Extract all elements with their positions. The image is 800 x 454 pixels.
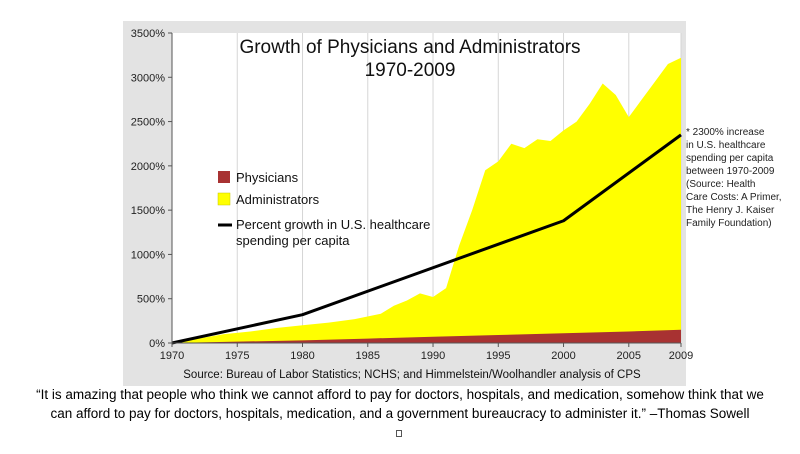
note-line: spending per capita (686, 153, 774, 164)
y-tick-label: 500% (137, 294, 165, 306)
y-tick-label: 2500% (131, 117, 165, 129)
x-tick-label: 2009 (669, 350, 693, 362)
note-line: (Source: Health (686, 179, 756, 190)
legend-label-physicians: Physicians (236, 170, 299, 185)
x-tick-label: 1975 (225, 350, 249, 362)
side-note: * 2300% increase in U.S. healthcare spen… (686, 126, 796, 230)
note-line: in U.S. healthcare (686, 140, 766, 151)
x-tick-label: 1990 (421, 350, 445, 362)
legend-label-administrators: Administrators (236, 192, 320, 207)
quote-line-2: can afford to pay for doctors, hospitals… (50, 406, 750, 421)
area-administrators (172, 57, 681, 344)
x-tick-label: 1995 (486, 350, 510, 362)
y-axis-ticks: 0% 500% 1000% 1500% 2000% 2500% 3000% 3500% (131, 28, 172, 350)
note-line: between 1970-2009 (686, 166, 775, 177)
line-spending-per-capita (171, 133, 682, 345)
chart-title-line-1: Growth of Physicians and Administrators (239, 37, 580, 58)
y-tick-label: 3500% (131, 28, 165, 40)
x-axis-ticks: 1970 1975 1980 1985 1990 1995 2000 2005 2009 (160, 343, 693, 362)
legend-swatch-administrators (217, 192, 231, 206)
quote: “It is amazing that people who think we … (0, 385, 800, 423)
x-tick-label: 1985 (356, 350, 380, 362)
legend-label-spending-line-1: Percent growth in U.S. healthcare (236, 217, 430, 232)
note-line: Care Costs: A Primer, (686, 192, 782, 203)
x-tick-label: 2005 (617, 350, 641, 362)
y-tick-label: 2000% (131, 161, 165, 173)
legend: Physicians Administrators Percent growth… (217, 170, 430, 248)
y-tick-label: 0% (149, 338, 165, 350)
legend-swatch-physicians (218, 171, 230, 183)
note-line: Family Foundation) (686, 218, 772, 229)
chart-source: Source: Bureau of Labor Statistics; NCHS… (183, 369, 641, 381)
x-tick-label: 1970 (160, 350, 184, 362)
series-layer (171, 57, 682, 345)
y-tick-label: 1000% (131, 249, 165, 261)
y-tick-label: 1500% (131, 205, 165, 217)
x-tick-label: 1980 (290, 350, 314, 362)
note-line: The Henry J. Kaiser (686, 205, 775, 216)
small-square-mark (396, 430, 402, 437)
x-tick-label: 2000 (551, 350, 575, 362)
legend-label-spending-line-2: spending per capita (236, 233, 350, 248)
note-line: * 2300% increase (686, 127, 765, 138)
chart-title-line-2: 1970-2009 (365, 60, 456, 81)
y-tick-label: 3000% (131, 72, 165, 84)
area-physicians (172, 329, 681, 343)
quote-line-1: “It is amazing that people who think we … (36, 387, 764, 402)
